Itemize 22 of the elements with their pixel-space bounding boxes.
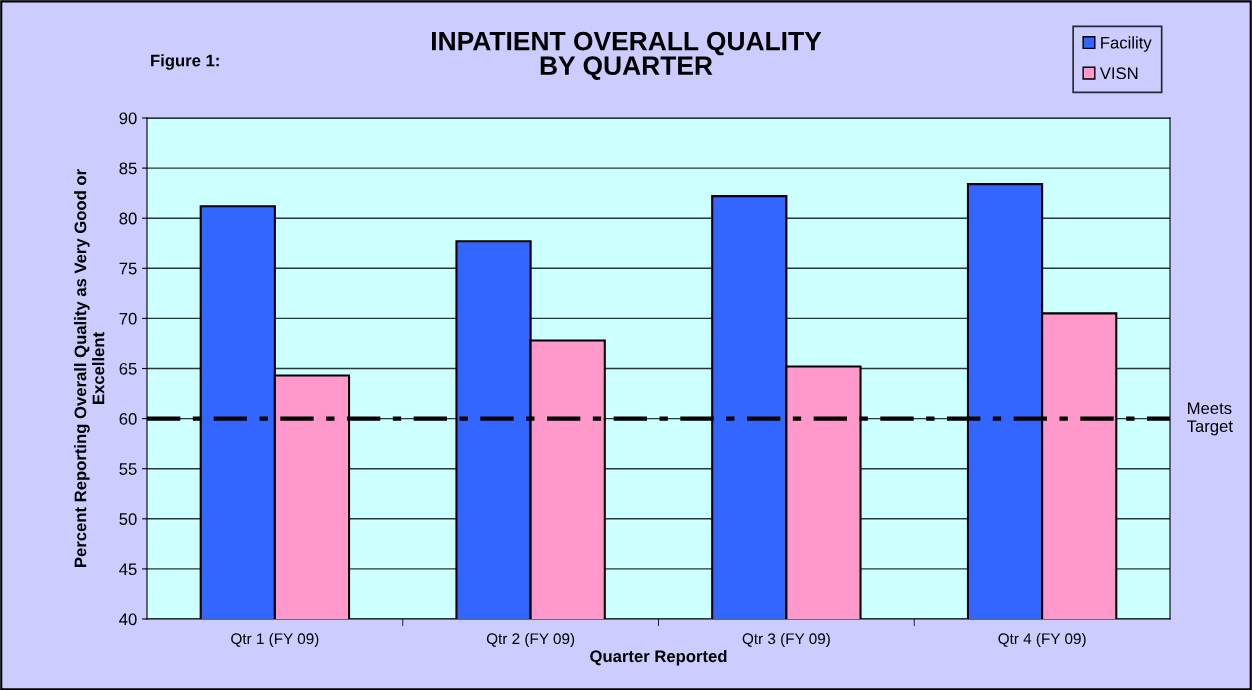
x-tick-label: Qtr 3 (FY 09): [742, 632, 830, 648]
y-tick-label: 40: [119, 613, 137, 626]
legend-label: Facility: [1101, 36, 1152, 52]
y-axis-title: Percent Reporting Overall Quality as Very Good or Excellent: [74, 169, 105, 567]
x-tick-label: Qtr 2 (FY 09): [486, 632, 575, 648]
y-tick-label: 70: [119, 312, 137, 325]
y-tick-label: 90: [119, 112, 137, 125]
y-tick-label: 85: [119, 162, 137, 175]
legend-label: VISN: [1099, 67, 1138, 80]
y-tick-label: 45: [119, 563, 137, 576]
x-tick-label: Qtr 4 (FY 09): [998, 632, 1086, 648]
y-tick-label: 50: [119, 513, 137, 525]
y-tick-label: 65: [119, 362, 137, 375]
caption: Figure 1:: [151, 54, 219, 70]
x-tick-label: Qtr 1 (FY 09): [231, 632, 319, 648]
chart-title: INPATIENT OVERALL QUALITY BY QUARTER: [432, 31, 822, 80]
x-axis-title: Quarter Reported: [590, 649, 727, 666]
ref-line-label: Meets Target: [1187, 402, 1233, 436]
y-tick-label: 55: [119, 463, 137, 475]
y-tick-label: 80: [119, 212, 137, 225]
y-tick-label: 75: [119, 262, 137, 275]
y-tick-label: 60: [119, 413, 137, 425]
